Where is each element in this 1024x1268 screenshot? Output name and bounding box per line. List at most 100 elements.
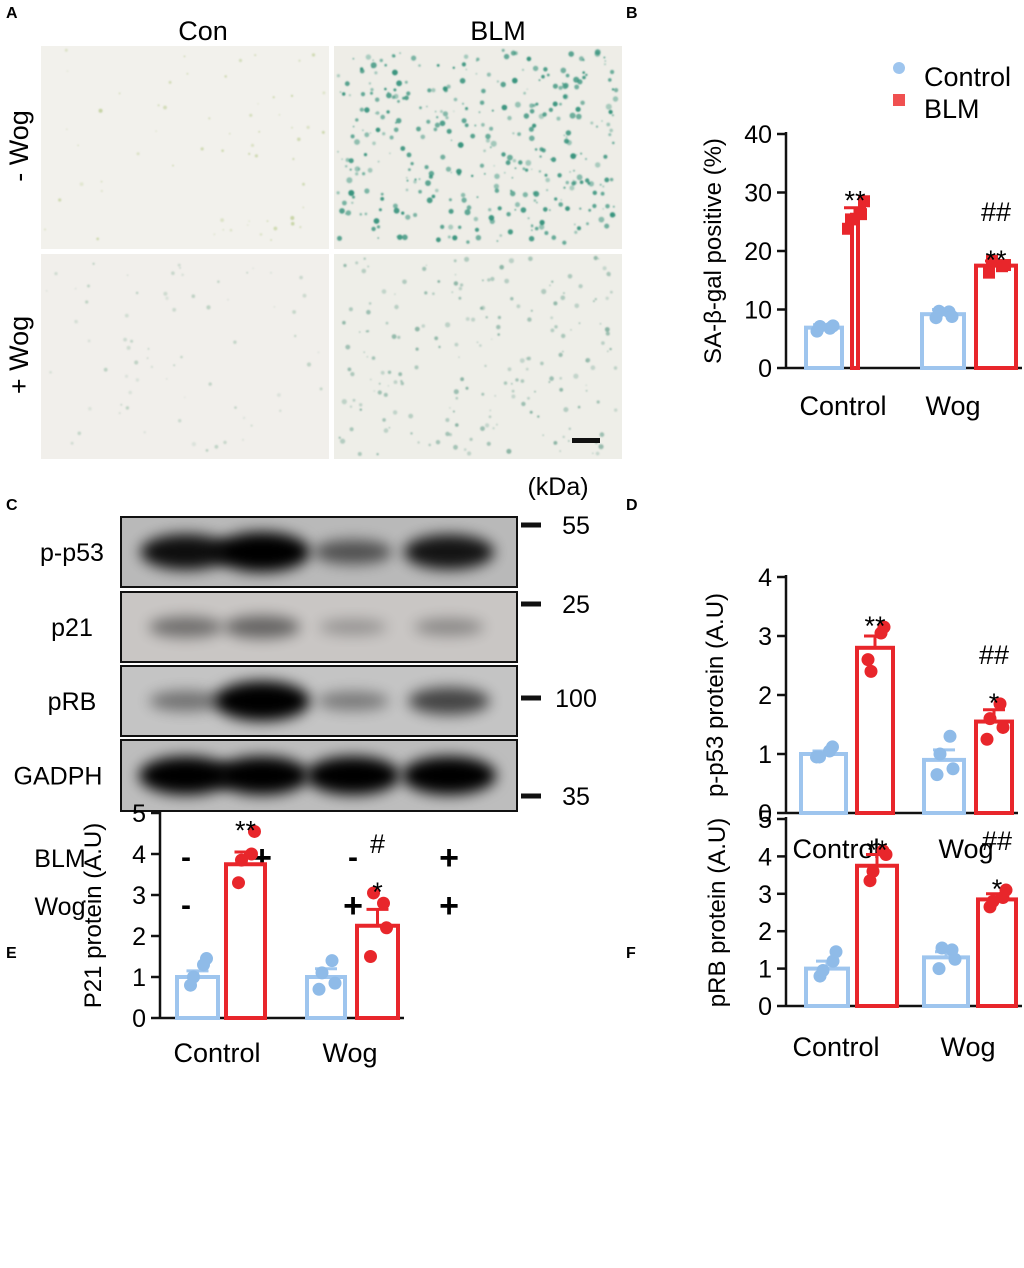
stain-speck [592, 190, 597, 195]
stain-speck [448, 224, 454, 230]
stain-speck [532, 123, 537, 128]
stain-speck [494, 395, 497, 397]
stain-speck [393, 88, 397, 92]
stain-speck [540, 361, 544, 366]
blot-label-gadph: GADPH [14, 763, 103, 791]
stain-speck [562, 240, 567, 245]
stain-speck [147, 347, 150, 350]
stain-speck [342, 92, 346, 96]
micrograph-blm-plus-wog [334, 254, 622, 459]
stain-speck [421, 324, 426, 328]
stain-speck [363, 351, 366, 354]
stain-speck [494, 173, 500, 179]
stain-speck [504, 172, 506, 174]
y-axis-label: SA-β-gal positive (%) [700, 138, 727, 364]
stain-speck [563, 407, 569, 413]
stain-speck [337, 235, 342, 241]
stain-speck [386, 92, 392, 99]
stain-speck [352, 195, 355, 199]
stain-speck [366, 309, 371, 315]
stain-speck [402, 234, 408, 241]
col-label-blm: BLM [470, 16, 526, 46]
stain-speck [369, 132, 372, 134]
stain-speck [569, 112, 576, 119]
stain-speck [585, 178, 590, 183]
stain-speck [383, 392, 388, 397]
stain-speck [608, 109, 613, 115]
stain-speck [103, 367, 108, 372]
stain-speck [534, 148, 538, 151]
stain-speck [605, 331, 610, 336]
data-point [826, 740, 839, 754]
stain-speck [372, 141, 376, 146]
stain-speck [436, 237, 441, 243]
stain-speck [603, 56, 606, 59]
stain-speck [538, 224, 545, 230]
stain-speck [457, 142, 464, 148]
stain-speck [100, 190, 103, 192]
stain-speck [357, 167, 361, 171]
stain-speck [302, 206, 305, 209]
blot-band [414, 618, 484, 636]
stain-speck [608, 78, 612, 82]
stain-speck [488, 208, 492, 212]
stain-speck [184, 396, 186, 398]
bar-control-wog [920, 312, 966, 370]
stain-speck [364, 107, 370, 113]
stain-speck [224, 75, 227, 78]
stain-speck [536, 201, 538, 204]
stain-speck [579, 207, 582, 210]
stain-speck [565, 206, 570, 212]
stain-speck [577, 405, 581, 409]
blot-band [138, 756, 234, 795]
stain-speck [489, 126, 494, 131]
stain-speck [519, 358, 525, 363]
stain-speck [348, 190, 355, 196]
stain-speck [254, 154, 258, 158]
stain-speck [492, 427, 495, 430]
stain-speck [96, 237, 100, 241]
stain-speck [520, 379, 525, 383]
data-point [866, 864, 880, 878]
stain-speck [380, 114, 386, 120]
stain-speck [506, 212, 511, 217]
data-point [999, 259, 1011, 272]
stain-speck [542, 434, 544, 437]
stain-speck [612, 96, 619, 102]
stain-speck [346, 177, 353, 184]
stain-speck [530, 224, 534, 228]
stain-speck [458, 225, 462, 229]
data-point [315, 966, 329, 980]
data-point [935, 941, 949, 955]
stain-speck [351, 201, 354, 204]
stain-speck [512, 132, 515, 135]
stain-speck [494, 188, 500, 193]
data-point [986, 894, 1000, 908]
data-point [816, 963, 830, 977]
stain-speck [487, 278, 491, 282]
stain-speck [321, 130, 325, 134]
stain-speck [445, 166, 452, 172]
stain-speck [453, 389, 459, 395]
bar-blm-control [855, 863, 899, 1008]
stain-speck [601, 120, 603, 122]
stain-speck [355, 261, 359, 265]
y-tick-label: 4 [758, 843, 772, 871]
stain-speck [406, 179, 409, 182]
stain-speck [385, 321, 389, 325]
stain-speck [614, 408, 618, 412]
stain-speck [445, 431, 450, 437]
stain-speck [299, 226, 302, 229]
data-point [842, 222, 854, 235]
stain-speck [535, 102, 539, 106]
stain-speck [554, 197, 558, 201]
stain-speck [250, 424, 253, 427]
stain-speck [465, 386, 469, 390]
stain-speck [292, 310, 296, 314]
stain-speck [363, 153, 368, 157]
stain-speck [405, 214, 411, 220]
stain-speck [515, 202, 520, 208]
stain-speck [606, 271, 611, 277]
stain-speck [560, 295, 566, 301]
